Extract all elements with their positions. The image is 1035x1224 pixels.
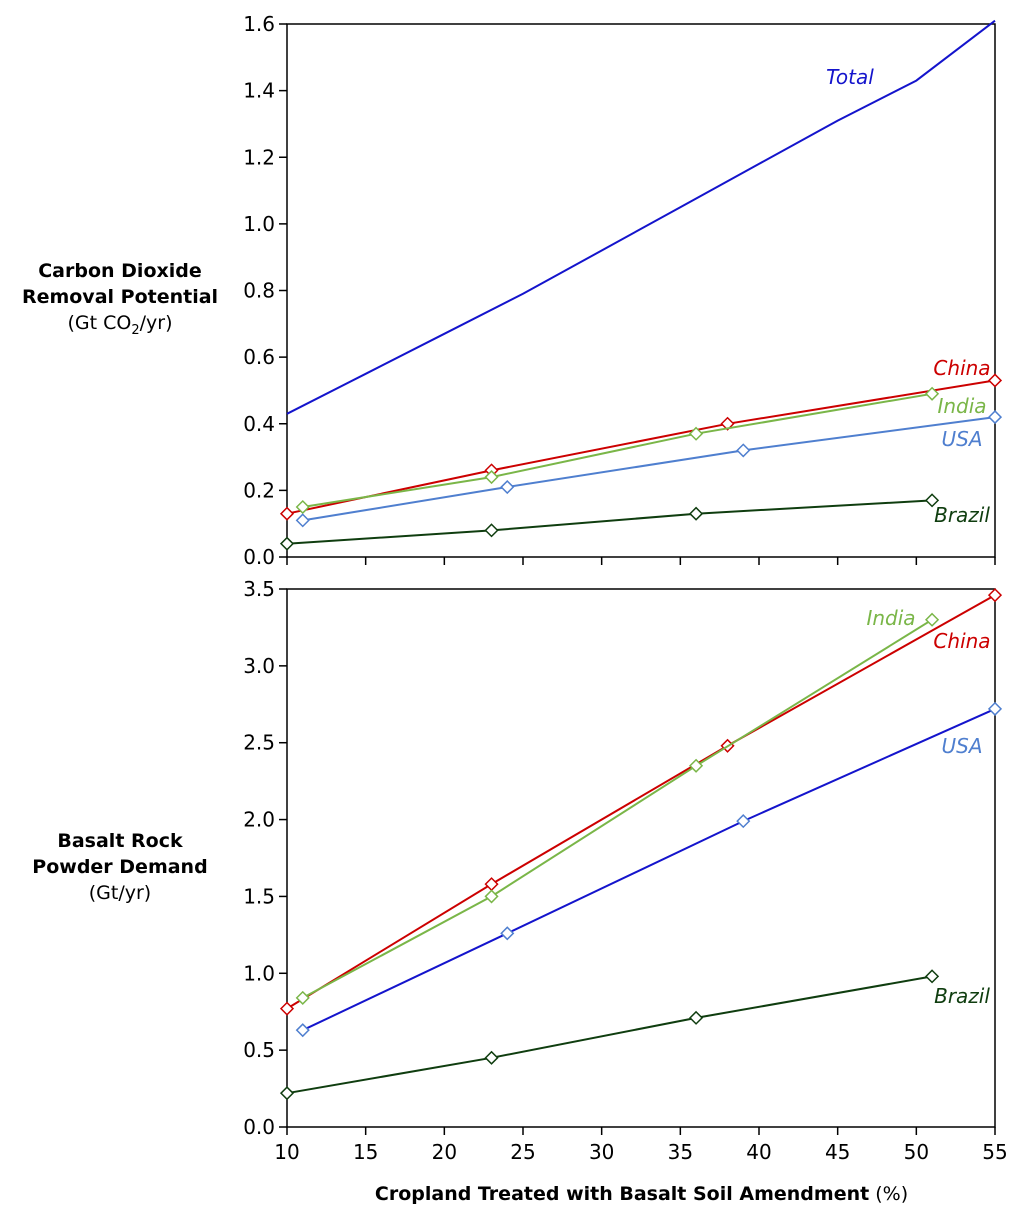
top-point-china	[987, 373, 1003, 388]
top-y-tick-label: 1.2	[243, 145, 275, 169]
top-point-india	[484, 469, 499, 485]
x-tick-label: 30	[589, 1140, 614, 1164]
bottom-series-line-china	[286, 594, 996, 1010]
bottom-series-line-usa	[302, 707, 996, 1032]
top-point-usa	[736, 443, 751, 458]
bottom-point-brazil	[689, 1010, 704, 1025]
top-y-tick-label: 1.6	[243, 12, 275, 36]
bottom-y-tick-label: 1.5	[243, 884, 275, 908]
bottom-point-china	[484, 877, 499, 892]
top-point-brazil	[689, 506, 704, 521]
top-point-brazil	[484, 523, 499, 538]
top-point-usa	[500, 479, 515, 495]
bottom-y-tick-label: 1.0	[243, 961, 275, 985]
top-point-india	[689, 426, 704, 441]
bottom-point-usa	[295, 1023, 310, 1038]
top-series-line-usa	[302, 416, 996, 522]
x-tick-label: 35	[668, 1140, 693, 1164]
top-point-china	[279, 506, 295, 521]
bottom-y-axis-label-line1: Basalt Rock	[57, 830, 183, 852]
bottom-point-brazil	[279, 1086, 295, 1101]
bottom-series-line-brazil	[286, 975, 933, 1095]
top-y-tick-label: 0.0	[243, 545, 275, 569]
x-tick-label: 20	[432, 1140, 457, 1164]
top-point-brazil	[279, 536, 295, 551]
bottom-point-india	[925, 612, 940, 627]
bottom-series-label-brazil: Brazil	[934, 984, 990, 1008]
top-series-label-brazil: Brazil	[934, 503, 990, 527]
bottom-series-label-usa: USA	[941, 734, 982, 758]
x-axis-label: Cropland Treated with Basalt Soil Amendm…	[287, 1183, 996, 1205]
top-y-tick-label: 1.0	[243, 212, 275, 236]
x-axis-label-text: Cropland Treated with Basalt Soil Amendm…	[374, 1183, 870, 1205]
bottom-point-india	[295, 990, 310, 1005]
bottom-series-label-china: China	[933, 629, 990, 653]
top-series-line-brazil	[286, 499, 933, 545]
bottom-y-tick-label: 0.0	[243, 1115, 275, 1139]
top-series-label-total: Total	[826, 65, 874, 89]
bottom-y-axis-unit: (Gt/yr)	[88, 882, 152, 904]
bottom-series-label-india: India	[866, 606, 915, 630]
top-point-india	[295, 499, 310, 515]
bottom-y-tick-label: 3.5	[243, 577, 275, 601]
bottom-point-china	[987, 588, 1003, 603]
top-y-axis-unit: (Gt CO2/yr)	[67, 312, 173, 338]
top-point-brazil	[925, 493, 940, 508]
bottom-panel-basalt-demand: 0.0 0.5 1.0 1.5 2.0 2.5 3.0 3.5 10 15 20 25 30 35 40 45…	[243, 577, 1008, 1164]
top-y-axis-label-line2: Removal Potential	[21, 286, 219, 308]
x-tick-label: 10	[274, 1140, 299, 1164]
bottom-point-india	[689, 758, 704, 773]
bottom-y-tick-label: 0.5	[243, 1038, 275, 1062]
top-point-usa	[987, 410, 1003, 425]
bottom-point-brazil	[484, 1050, 499, 1065]
bottom-point-usa	[500, 926, 515, 941]
top-y-tick-label: 0.2	[243, 478, 275, 502]
bottom-plot-frame	[286, 588, 996, 1128]
top-point-usa	[295, 513, 310, 528]
bottom-point-india	[484, 889, 499, 904]
top-panel-co2-removal: 0.0 0.2 0.4 0.6 0.8 1.0 1.2 1.4 1.6 Total China Ind…	[243, 12, 1003, 569]
top-y-axis-label-line1: Carbon Dioxide	[38, 260, 202, 282]
bottom-y-tick-label: 3.0	[243, 654, 275, 678]
top-point-india	[925, 386, 940, 401]
bottom-y-tick-label: 2.0	[243, 808, 275, 832]
bottom-y-axis-label: Basalt Rock Powder Demand (Gt/yr)	[20, 828, 220, 906]
x-tick-label: 50	[904, 1140, 929, 1164]
bottom-series-line-india	[302, 618, 933, 999]
top-series-line-india	[302, 392, 933, 508]
x-tick-label: 40	[746, 1140, 771, 1164]
x-tick-label: 25	[510, 1140, 535, 1164]
bottom-point-brazil	[925, 969, 940, 984]
top-y-tick-label: 1.4	[243, 79, 275, 103]
top-y-tick-label: 0.4	[243, 412, 275, 436]
bottom-point-usa	[987, 701, 1003, 716]
top-point-china	[720, 416, 735, 431]
x-tick-label: 55	[982, 1140, 1007, 1164]
top-series-label-india: India	[937, 394, 986, 418]
bottom-y-axis-label-line2: Powder Demand	[32, 856, 208, 878]
top-y-tick-label: 0.8	[243, 279, 275, 303]
top-plot-frame	[286, 23, 996, 558]
bottom-point-china	[279, 1001, 295, 1016]
x-axis-label-unit: (%)	[869, 1183, 909, 1205]
x-tick-label: 45	[825, 1140, 850, 1164]
top-series-line-china	[286, 379, 996, 515]
x-tick-label: 15	[353, 1140, 378, 1164]
top-series-label-usa: USA	[941, 427, 982, 451]
bottom-y-tick-label: 2.5	[243, 731, 275, 755]
top-y-tick-label: 0.6	[243, 345, 275, 369]
bottom-point-usa	[736, 814, 751, 829]
top-series-label-china: China	[933, 356, 990, 380]
top-y-axis-label: Carbon Dioxide Removal Potential (Gt CO2…	[20, 258, 220, 344]
top-series-line-total	[286, 19, 996, 415]
